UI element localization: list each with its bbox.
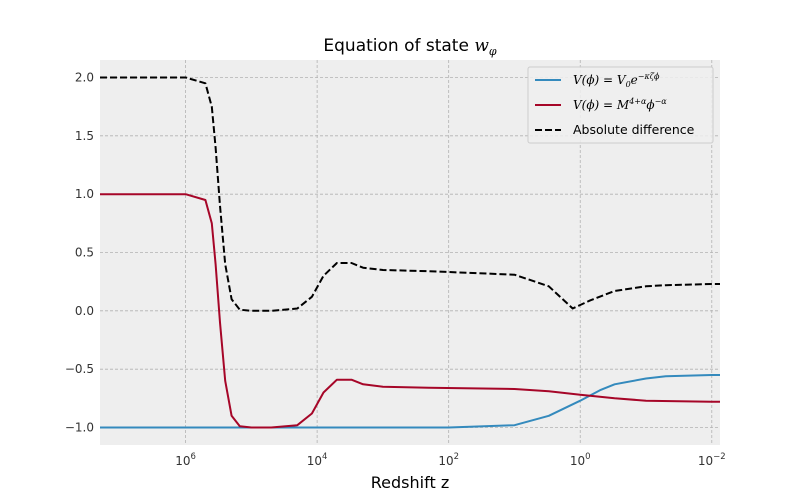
y-tick-label: 0.5 bbox=[75, 246, 94, 260]
x-tick-label: 100 bbox=[570, 452, 591, 468]
legend-label-power-law: V(ϕ) = M4+αϕ−α bbox=[573, 97, 667, 112]
title-math: w bbox=[474, 36, 489, 56]
x-tick-label: 106 bbox=[175, 452, 196, 468]
y-tick-label: −0.5 bbox=[65, 362, 94, 376]
y-tick-label: 1.0 bbox=[75, 187, 94, 201]
legend-label-exponential: V(ϕ) = V0e−κζϕ bbox=[573, 72, 660, 89]
x-tick-label: 104 bbox=[307, 452, 328, 468]
y-tick-label: 1.5 bbox=[75, 129, 94, 143]
legend: V(ϕ) = V0e−κζϕ V(ϕ) = M4+αϕ−α Absolute d… bbox=[527, 66, 714, 144]
title-text: Equation of state bbox=[323, 36, 469, 56]
title-math-sub: φ bbox=[489, 45, 497, 58]
chart-title: Equation of state wφ bbox=[323, 36, 497, 58]
x-axis-label: Redshift z bbox=[371, 473, 449, 492]
x-tick-label: 102 bbox=[438, 452, 459, 468]
series-absolute-difference-line bbox=[100, 76, 720, 312]
y-tick-label: 0.0 bbox=[75, 304, 94, 318]
series-exponential-line bbox=[100, 374, 720, 429]
legend-box bbox=[527, 66, 714, 144]
series-power-law-line bbox=[100, 193, 720, 429]
x-tick-label: 10−2 bbox=[698, 452, 726, 468]
x-axis: 106 104 102 100 10−2 bbox=[175, 452, 725, 468]
y-axis: 2.0 1.5 1.0 0.5 0.0 −0.5 −1.0 bbox=[65, 71, 94, 435]
y-tick-label: 2.0 bbox=[75, 71, 94, 85]
y-tick-label: −1.0 bbox=[65, 421, 94, 435]
series-layer bbox=[100, 76, 720, 429]
legend-label-absolute-difference: Absolute difference bbox=[573, 122, 695, 137]
